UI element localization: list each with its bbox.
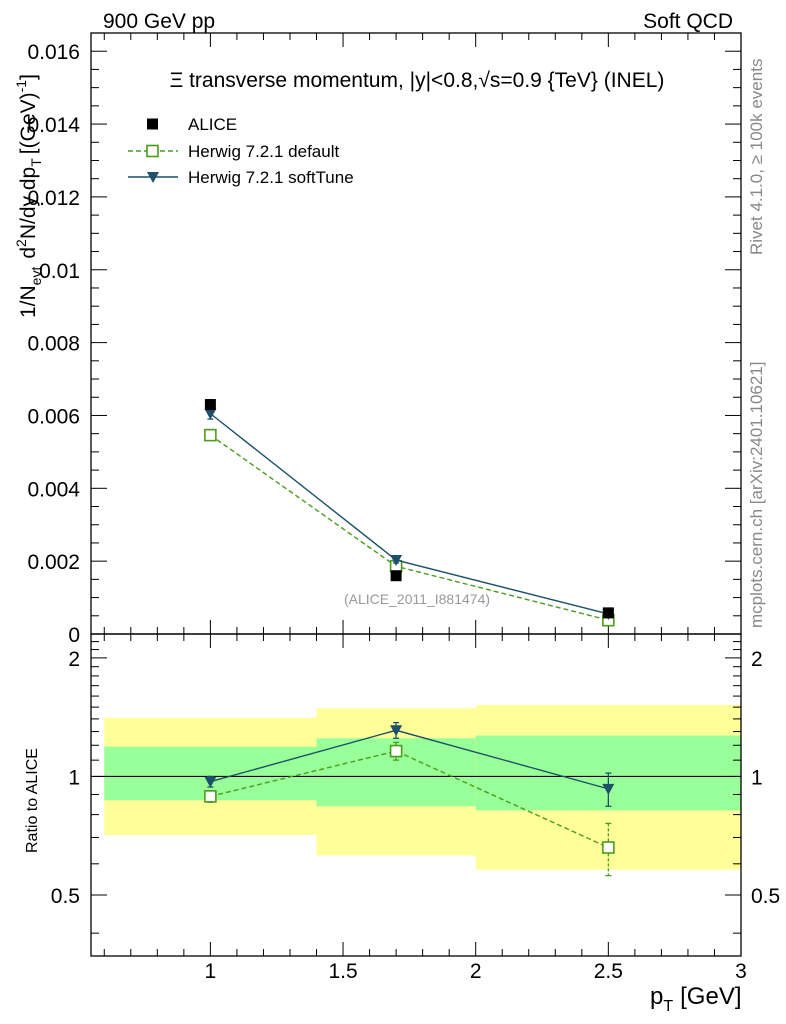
plot-title: Ξ transverse momentum, |y|<0.8,√s=0.9 {T… xyxy=(170,69,665,92)
header-left-label: 900 GeV pp xyxy=(103,10,215,33)
herwig-softtune-point xyxy=(602,783,615,795)
herwig-default-point xyxy=(602,841,615,854)
herwig-softtune-point xyxy=(204,408,217,420)
alice-data-point xyxy=(602,607,614,619)
herwig-default-line xyxy=(210,750,609,849)
ratio-y-axis-label: Ratio to ALICE xyxy=(24,748,41,853)
legend-marker-herwig-softtune xyxy=(147,172,159,183)
y-tick-label: 0.006 xyxy=(27,405,80,428)
mcplots-label: mcplots.cern.ch [arXiv:2401.10621] xyxy=(747,362,766,628)
legend-label: ALICE xyxy=(188,115,237,134)
legend-label: Herwig 7.2.1 default xyxy=(188,142,339,161)
ratio-plot-panel: 1 1.5 2 2.5 3 0.5 0.5 1 1 2 2 Ratio to ALICE pT [GeV] xyxy=(24,633,780,1015)
ratio-y-tick-label-left: 2 xyxy=(68,648,80,671)
herwig-softtune-line xyxy=(209,413,609,615)
y-tick-label: 0.002 xyxy=(27,551,80,574)
analysis-watermark: (ALICE_2011_I881474) xyxy=(344,591,490,607)
herwig-softtune-point xyxy=(390,555,403,567)
herwig-softtune-point xyxy=(390,725,403,737)
legend-marker-herwig-default xyxy=(146,144,159,158)
y-tick-label: 0.016 xyxy=(27,41,80,64)
x-tick-label: 2.5 xyxy=(594,960,623,983)
y-axis-label: 1/Nevtd2N/dy dpT[(GeV)-1] xyxy=(13,74,44,318)
ratio-y-tick-label-left: 1 xyxy=(68,766,80,789)
legend-marker-alice xyxy=(147,118,158,130)
x-axis-label: pT [GeV] xyxy=(650,983,742,1015)
rivet-version-label: Rivet 4.1.0, ≥ 100k events xyxy=(747,59,766,255)
herwig-default-point xyxy=(204,428,217,442)
y-tick-label: 0.004 xyxy=(27,478,80,501)
herwig-default-point xyxy=(389,744,403,758)
y-tick-label: 0.012 xyxy=(27,187,80,210)
alice-data-point xyxy=(390,570,402,582)
x-tick-label: 3 xyxy=(735,960,747,983)
x-tick-label: 1.5 xyxy=(328,960,357,983)
x-tick-label: 1 xyxy=(205,960,217,983)
header-right-label: Soft QCD xyxy=(643,10,733,33)
ratio-y-tick-label-left: 0.5 xyxy=(51,885,80,908)
herwig-default-point xyxy=(204,790,217,803)
y-tick-label: 0.014 xyxy=(27,114,80,137)
y-tick-label: 0.01 xyxy=(39,260,80,283)
y-tick-label: 0.008 xyxy=(27,333,80,356)
herwig-softtune-point xyxy=(204,776,217,788)
ratio-y-tick-label-right: 1 xyxy=(751,766,763,789)
main-plot-panel: 0 0.002 0.004 0.006 0.008 0.01 0.012 0.014 0.016… xyxy=(13,32,742,956)
ratio-y-tick-label-right: 0.5 xyxy=(751,885,780,908)
x-tick-label: 2 xyxy=(470,960,482,983)
ratio-y-tick-label-right: 2 xyxy=(751,648,763,671)
ratio-plot-frame xyxy=(90,633,742,957)
legend-label: Herwig 7.2.1 softTune xyxy=(188,168,354,187)
y-tick-label: 0 xyxy=(68,624,80,647)
alice-data-point xyxy=(204,399,216,411)
